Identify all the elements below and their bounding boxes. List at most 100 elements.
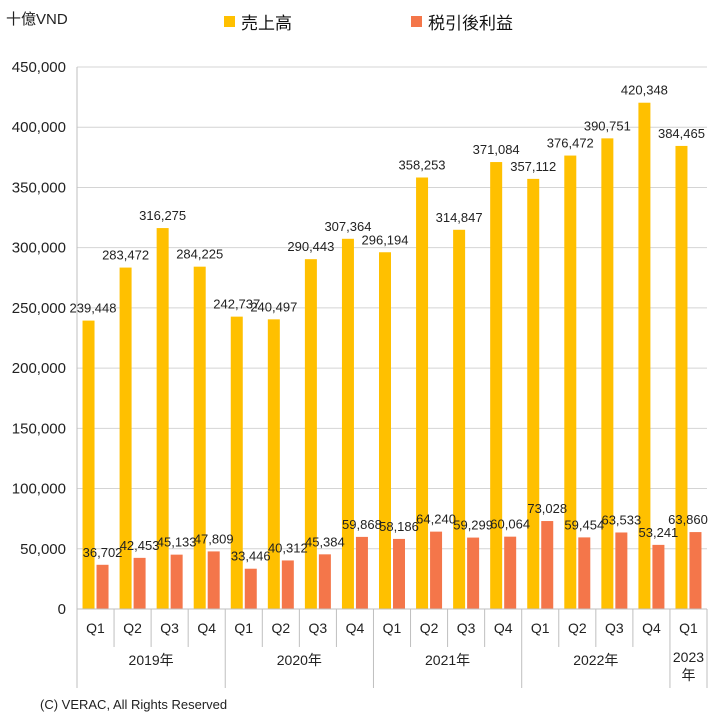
revenue-bar xyxy=(193,266,206,609)
revenue-bar xyxy=(675,145,688,609)
x-tick-label: Q2 xyxy=(123,620,142,636)
revenue-bar xyxy=(453,229,466,609)
revenue-data-label: 314,847 xyxy=(436,210,483,225)
y-tick-label: 100,000 xyxy=(12,481,66,498)
net-profit-bar xyxy=(467,537,480,609)
year-group-label: 2020年 xyxy=(277,652,322,668)
x-tick-label: Q4 xyxy=(642,620,661,636)
revenue-bar xyxy=(527,178,540,610)
revenue-data-label: 307,364 xyxy=(324,219,371,234)
y-tick-label: 200,000 xyxy=(12,360,66,377)
revenue-data-label: 240,497 xyxy=(250,299,297,314)
net-profit-bar xyxy=(615,532,628,609)
net-profit-data-label: 47,809 xyxy=(194,531,234,546)
revenue-data-label: 239,448 xyxy=(70,301,117,316)
y-tick-label: 150,000 xyxy=(12,420,66,437)
x-tick-label: Q4 xyxy=(197,620,216,636)
net-profit-data-label: 63,533 xyxy=(601,512,641,527)
copyright-text: (C) VERAC, All Rights Reserved xyxy=(40,697,228,712)
revenue-data-label: 384,465 xyxy=(658,126,705,141)
net-profit-data-label: 64,240 xyxy=(416,512,456,527)
net-profit-data-label: 59,299 xyxy=(453,518,493,533)
x-tick-label: Q1 xyxy=(531,620,550,636)
revenue-data-label: 376,472 xyxy=(547,136,594,151)
net-profit-bar xyxy=(504,536,517,609)
y-tick-label: 250,000 xyxy=(12,300,66,317)
net-profit-bar xyxy=(96,564,109,609)
x-tick-label: Q2 xyxy=(568,620,587,636)
y-tick-label: 0 xyxy=(58,601,66,618)
x-tick-label: Q3 xyxy=(160,620,179,636)
revenue-bar xyxy=(638,102,651,610)
net-profit-bar xyxy=(170,554,183,609)
revenue-data-label: 242,737 xyxy=(213,297,260,312)
x-tick-label: Q1 xyxy=(679,620,698,636)
net-profit-bar xyxy=(578,537,591,609)
net-profit-data-label: 63,860 xyxy=(668,512,708,527)
x-tick-label: Q3 xyxy=(605,620,624,636)
revenue-data-label: 283,472 xyxy=(102,248,149,263)
revenue-bar xyxy=(379,252,391,609)
net-profit-data-label: 45,133 xyxy=(157,535,197,550)
net-profit-data-label: 73,028 xyxy=(527,501,567,516)
revenue-data-label: 296,194 xyxy=(362,232,409,247)
x-tick-label: Q2 xyxy=(271,620,290,636)
year-group-label: 2023 年 xyxy=(673,649,704,683)
net-profit-data-label: 59,868 xyxy=(342,517,382,532)
y-tick-label: 450,000 xyxy=(12,59,66,76)
x-tick-label: Q1 xyxy=(86,620,105,636)
x-tick-label: Q2 xyxy=(420,620,439,636)
x-tick-label: Q4 xyxy=(346,620,365,636)
revenue-bar xyxy=(564,155,577,609)
net-profit-data-label: 40,312 xyxy=(268,540,308,555)
revenue-bar xyxy=(230,316,243,609)
y-axis-unit-label: 十億VND xyxy=(6,11,68,28)
legend-label-net-profit: 税引後利益 xyxy=(428,14,513,33)
x-tick-label: Q3 xyxy=(457,620,476,636)
y-tick-label: 400,000 xyxy=(12,119,66,136)
net-profit-bar xyxy=(430,531,443,609)
revenue-data-label: 290,443 xyxy=(287,239,334,254)
net-profit-data-label: 58,186 xyxy=(379,519,419,534)
x-tick-label: Q1 xyxy=(234,620,253,636)
net-profit-bar xyxy=(133,557,146,609)
revenue-data-label: 357,112 xyxy=(510,159,556,174)
y-tick-label: 300,000 xyxy=(12,240,66,257)
net-profit-data-label: 36,702 xyxy=(83,545,123,560)
x-tick-label: Q3 xyxy=(309,620,328,636)
net-profit-data-label: 42,453 xyxy=(120,538,160,553)
y-tick-label: 350,000 xyxy=(12,179,66,196)
revenue-bar xyxy=(82,320,95,609)
revenue-bar xyxy=(601,138,614,609)
revenue-data-label: 316,275 xyxy=(139,208,186,223)
revenue-data-label: 420,348 xyxy=(621,83,668,98)
net-profit-bar xyxy=(541,521,554,609)
revenue-bar xyxy=(416,177,429,610)
revenue-bar xyxy=(119,267,132,609)
y-tick-label: 50,000 xyxy=(20,541,66,558)
legend-swatch-revenue xyxy=(224,16,235,27)
revenue-bar xyxy=(490,162,503,610)
net-profit-data-label: 45,384 xyxy=(305,534,345,549)
net-profit-bar xyxy=(244,568,257,609)
net-profit-data-label: 59,454 xyxy=(564,517,604,532)
net-profit-data-label: 33,446 xyxy=(231,549,271,564)
net-profit-bar xyxy=(689,532,702,609)
net-profit-bar xyxy=(652,544,665,609)
legend-item-net-profit: 税引後利益 xyxy=(411,9,513,34)
net-profit-bar xyxy=(355,536,368,609)
legend-swatch-net-profit xyxy=(411,16,422,27)
legend-label-revenue: 売上高 xyxy=(241,14,292,33)
revenue-data-label: 390,751 xyxy=(584,118,631,133)
revenue-data-label: 358,253 xyxy=(399,158,446,173)
revenue-bar xyxy=(341,238,354,610)
net-profit-bar xyxy=(318,554,331,609)
x-tick-label: Q4 xyxy=(494,620,513,636)
x-tick-label: Q1 xyxy=(383,620,402,636)
year-group-label: 2022年 xyxy=(573,652,618,668)
net-profit-data-label: 60,064 xyxy=(490,517,530,532)
revenue-bar xyxy=(267,319,280,609)
revenue-bar xyxy=(156,228,169,609)
net-profit-bar xyxy=(393,538,405,609)
year-group-label: 2021年 xyxy=(425,652,470,668)
